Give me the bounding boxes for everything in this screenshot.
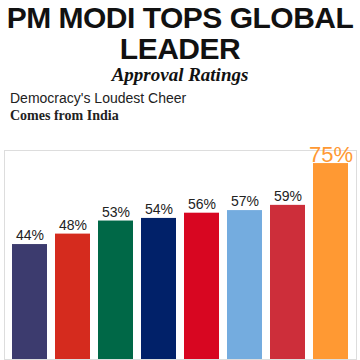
svg-text:56%: 56% [188, 196, 216, 212]
html-text:Democracy's Loudest Cheer: Democracy's Loudest Cheer [10, 90, 187, 106]
svg-text:57%: 57% [231, 193, 259, 209]
html-text:PM MODI TOPS GLOBAL LEADER: PM MODI TOPS GLOBAL LEADER [6, 1, 354, 65]
html-text:Approval Ratings: Approval Ratings [111, 64, 249, 85]
svg-text:75%: 75% [309, 142, 353, 167]
svg-text:44%: 44% [16, 227, 44, 243]
svg-text:54%: 54% [145, 201, 173, 217]
svg-text:59%: 59% [274, 188, 302, 204]
svg-text:53%: 53% [102, 204, 130, 220]
html-text:Comes from India: Comes from India [10, 108, 119, 123]
svg-text:48%: 48% [59, 217, 87, 233]
